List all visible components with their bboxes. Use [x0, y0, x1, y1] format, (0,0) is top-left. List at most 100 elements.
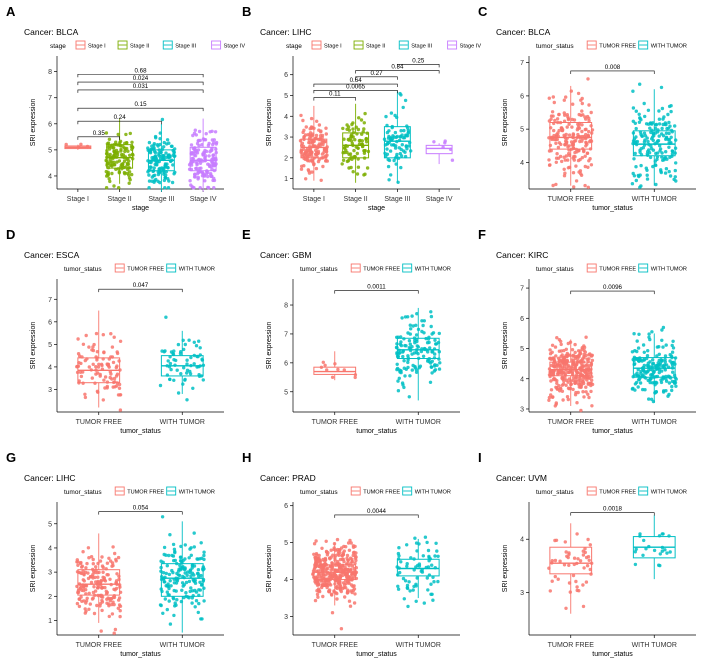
data-point: [365, 166, 370, 170]
data-point: [645, 354, 650, 358]
data-point: [107, 556, 111, 560]
data-point: [110, 171, 114, 176]
data-point: [346, 541, 351, 545]
data-point: [101, 398, 106, 402]
data-point: [669, 135, 673, 139]
data-point: [181, 567, 185, 571]
data-point: [420, 347, 424, 351]
data-point: [657, 117, 662, 121]
data-point: [343, 565, 347, 569]
data-point: [560, 127, 565, 132]
data-point: [405, 134, 410, 138]
data-point: [113, 380, 117, 384]
data-point: [549, 388, 554, 392]
data-point: [648, 155, 653, 160]
data-point: [345, 590, 350, 594]
data-point: [90, 348, 94, 352]
legend-item: WITH TUMOR: [638, 40, 687, 50]
data-point: [646, 365, 651, 369]
data-point: [555, 381, 559, 385]
data-point: [396, 587, 401, 591]
data-point: [581, 379, 585, 384]
data-point: [199, 573, 203, 578]
data-point: [424, 336, 428, 341]
data-point: [586, 392, 590, 396]
data-point: [189, 160, 193, 165]
data-point: [666, 112, 670, 117]
data-point: [165, 590, 169, 594]
data-point: [324, 126, 328, 130]
data-point: [581, 553, 586, 557]
data-point: [567, 151, 571, 156]
data-point: [405, 564, 409, 568]
data-point: [434, 541, 438, 545]
bracket-line: [313, 89, 398, 94]
data-point: [335, 586, 339, 591]
data-point: [559, 358, 564, 363]
data-point: [320, 546, 324, 550]
data-point: [555, 152, 559, 156]
data-point: [348, 604, 353, 608]
y-tick-label: 4: [48, 173, 52, 180]
data-point: [104, 152, 109, 156]
data-point: [165, 138, 170, 142]
data-point: [644, 166, 648, 170]
data-point: [423, 535, 428, 539]
data-point: [355, 132, 359, 136]
data-point: [579, 408, 583, 413]
data-point: [338, 581, 342, 585]
legend-label: TUMOR FREE: [363, 490, 400, 496]
data-point: [192, 573, 196, 577]
data-point: [77, 597, 81, 601]
data-point: [420, 319, 424, 323]
data-point: [103, 375, 108, 379]
data-point: [670, 350, 675, 354]
data-point: [657, 134, 661, 138]
data-point: [632, 362, 636, 367]
legend: tumor_status TUMOR FREE WITH TUMOR: [300, 486, 451, 496]
data-point: [199, 541, 203, 545]
legend-title: tumor_status: [536, 43, 574, 50]
data-point: [561, 398, 565, 402]
data-point: [83, 570, 88, 574]
data-point: [351, 131, 356, 135]
data-point: [81, 342, 86, 346]
data-point: [401, 149, 406, 153]
data-point: [208, 130, 212, 134]
data-point: [584, 353, 588, 358]
data-point: [167, 141, 171, 145]
data-point: [554, 182, 558, 187]
data-point: [100, 367, 105, 371]
data-point: [362, 156, 367, 160]
legend-label: TUMOR FREE: [599, 267, 636, 273]
data-point: [182, 575, 186, 580]
data-point: [560, 389, 565, 393]
data-point: [79, 586, 83, 590]
data-point: [147, 186, 151, 190]
data-point: [341, 552, 346, 557]
data-point: [633, 141, 637, 145]
data-point: [555, 137, 559, 142]
legend-label: WITH TUMOR: [651, 490, 687, 496]
data-point: [183, 378, 187, 382]
data-point: [580, 129, 584, 134]
data-point: [658, 147, 663, 151]
points: [298, 113, 329, 182]
data-point: [131, 157, 135, 161]
data-point: [107, 144, 112, 148]
data-point: [176, 391, 181, 395]
data-point: [101, 565, 105, 570]
data-point: [660, 126, 664, 131]
data-point: [167, 572, 172, 577]
y-tick-label: 6: [48, 319, 52, 326]
data-point: [118, 604, 123, 608]
data-point: [406, 604, 410, 609]
data-point: [158, 383, 163, 388]
data-point: [571, 102, 575, 106]
data-point: [638, 381, 643, 385]
data-point: [81, 381, 85, 385]
data-point: [554, 134, 559, 138]
data-point: [314, 556, 318, 561]
y-tick-label: 2: [48, 594, 52, 601]
